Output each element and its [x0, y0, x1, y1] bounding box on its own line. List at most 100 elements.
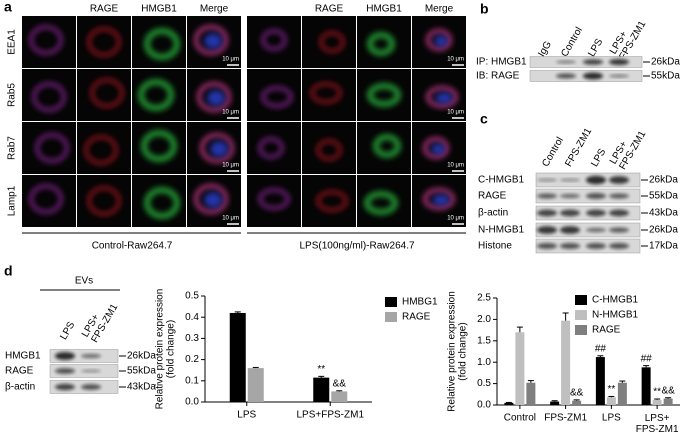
lane-label: LPS — [586, 37, 605, 59]
caption: LPS(100ng/ml)-Raw264.7 — [299, 241, 414, 252]
scale-bar-label: 10 μm — [447, 110, 464, 116]
significance-mark: && — [661, 385, 675, 396]
cell-signal — [87, 186, 121, 216]
x-tick-label: LPS — [602, 413, 621, 424]
blot-band — [537, 242, 557, 250]
row-label: HMGB1 — [5, 351, 41, 362]
cell-signal — [310, 82, 342, 104]
lane-label: LPS — [589, 147, 608, 169]
cell-signal — [35, 133, 69, 163]
micrograph — [302, 122, 356, 174]
lane-label: Control — [559, 25, 585, 58]
panel-letter: b — [480, 1, 489, 17]
size-label: 43kDa — [649, 208, 678, 219]
size-label: 55kDa — [127, 366, 156, 377]
row-label: β-actin — [5, 382, 35, 393]
cell-signal — [144, 28, 180, 60]
scale-bar-label: 10 μm — [222, 57, 239, 63]
blot-band — [55, 351, 75, 361]
significance-mark: ** — [607, 384, 615, 395]
y-tick-label: 0.0 — [477, 400, 491, 411]
size-label: 55kDa — [651, 71, 680, 82]
blot-band — [583, 59, 603, 65]
row-label: N-HMGB1 — [478, 225, 525, 236]
bar — [331, 391, 348, 402]
legend-swatch — [575, 295, 587, 305]
lane-label: Control — [540, 135, 566, 168]
cell-signal — [373, 134, 401, 158]
nucleus — [431, 143, 445, 155]
size-label: 26kDa — [651, 57, 680, 68]
y-tick-label: 1.5 — [477, 335, 491, 346]
micrograph — [77, 175, 131, 227]
blot-band — [560, 209, 580, 217]
micrograph — [357, 16, 411, 68]
row-label: C-HMGB1 — [478, 175, 525, 186]
nucleus — [210, 141, 228, 157]
x-tick-label: LPS+FPS-ZM1 — [636, 413, 679, 435]
lane-label: LPS+FPS-ZM1 — [608, 123, 649, 171]
bar — [515, 332, 525, 405]
size-label: 26kDa — [649, 175, 678, 186]
blot-band — [586, 242, 606, 250]
cell-signal — [367, 32, 395, 56]
cell-signal — [258, 188, 290, 210]
significance-mark: ** — [317, 364, 325, 375]
x-tick-label: FPS-ZM1 — [544, 413, 587, 424]
scale-bar-label: 10 μm — [447, 163, 464, 169]
cell-signal — [319, 31, 345, 53]
y-tick-label: 1.0 — [477, 357, 491, 368]
cell-signal — [197, 82, 231, 112]
bar — [572, 400, 582, 405]
blot-band — [537, 226, 557, 234]
nucleus — [435, 92, 453, 104]
micrograph — [357, 122, 411, 174]
row-label: RAGE — [5, 366, 34, 377]
y-tick-label: 0.4 — [185, 312, 199, 323]
column-header: HMGB1 — [141, 4, 177, 15]
cell-signal — [141, 130, 177, 162]
panel-letter: d — [4, 263, 13, 279]
micrograph — [247, 175, 301, 227]
blot-band — [609, 58, 629, 66]
cell-signal — [90, 78, 124, 108]
lane-label: IgG — [536, 39, 554, 59]
blot-band — [556, 60, 576, 64]
micrograph — [302, 16, 356, 68]
bar — [561, 320, 571, 405]
blot-band — [560, 242, 580, 250]
scale-bar-label: 10 μm — [222, 110, 239, 116]
blot-band — [586, 192, 606, 200]
legend-swatch — [575, 325, 587, 335]
blot-band — [609, 209, 629, 217]
cell-signal — [426, 29, 452, 51]
micrograph — [247, 69, 301, 121]
bar — [526, 382, 536, 405]
micrograph — [22, 69, 76, 121]
cell-signal — [367, 83, 401, 107]
legend-label: RAGE — [402, 312, 431, 323]
bar — [595, 357, 605, 405]
y-tick-label: 0.0 — [185, 397, 199, 408]
blot-band — [609, 242, 629, 250]
caption: Control-Raw264.7 — [92, 241, 173, 252]
micrograph — [302, 175, 356, 227]
legend-label: N-HMGB1 — [592, 310, 639, 321]
row-label: RAGE — [478, 191, 507, 202]
micrograph — [132, 122, 186, 174]
cell-signal — [144, 187, 180, 219]
y-tick-label: 0.3 — [185, 333, 199, 344]
cell-signal — [316, 190, 348, 212]
nucleus — [432, 194, 450, 206]
micrograph — [77, 16, 131, 68]
y-tick-label: 0.2 — [185, 354, 199, 365]
column-header: Merge — [425, 4, 454, 15]
bar — [504, 402, 514, 405]
row-label: IP: HMGB1 — [476, 57, 527, 68]
bar — [617, 382, 627, 405]
cell-signal — [194, 25, 228, 55]
bar — [229, 312, 246, 402]
legend-swatch — [575, 310, 587, 320]
blot-band — [586, 175, 606, 185]
cell-signal — [194, 184, 228, 214]
